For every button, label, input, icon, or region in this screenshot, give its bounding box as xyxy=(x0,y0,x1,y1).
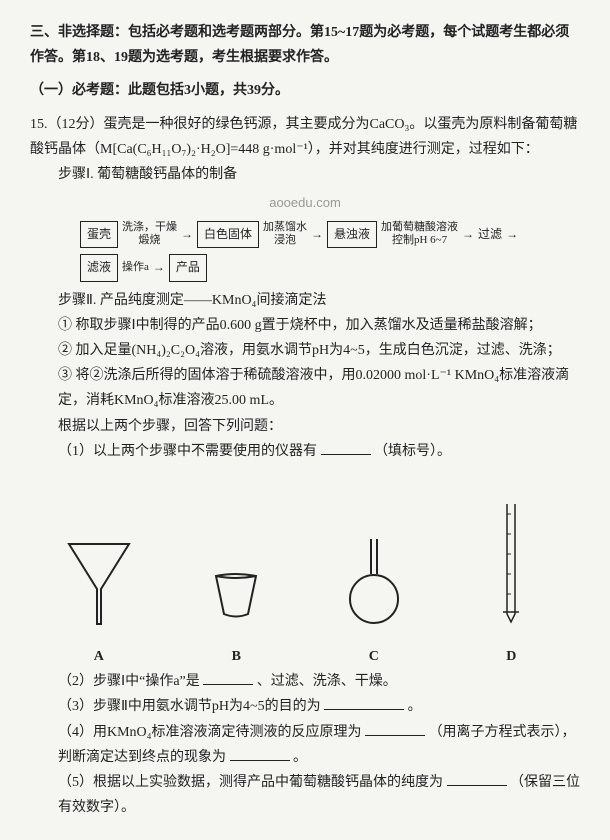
p2-text-b: 、过滤、洗涤、干燥。 xyxy=(257,674,397,689)
arrow-icon: → xyxy=(181,224,193,246)
arrow-icon: → xyxy=(311,224,323,246)
flow-note-3: 加葡萄糖酸溶液 控制pH 6~7 xyxy=(381,221,458,247)
flow-text-4: 过滤 xyxy=(478,224,502,246)
flow-note-2b: 浸泡 xyxy=(274,234,296,246)
flow-row-1: 蛋壳 洗涤，干燥 煅烧 → 白色固体 加蒸馏水 浸泡 → 悬浊液 加葡萄糖酸溶液… xyxy=(80,221,580,249)
flow-note-1a: 洗涤，干燥 xyxy=(122,221,177,233)
apparatus-funnel xyxy=(49,534,149,634)
step2-prompt: 根据以上两个步骤，回答下列问题： xyxy=(58,414,580,439)
crucible-icon xyxy=(196,564,276,634)
q15-part4: （4）用KMnO₄标准溶液滴定待测液的反应原理为 （用离子方程式表示），判断滴定… xyxy=(58,720,580,770)
q15-part3: （3）步骤Ⅱ中用氨水调节pH为4~5的目的为 。 xyxy=(58,694,580,719)
p2-text-a: （2）步骤Ⅰ中“操作a”是 xyxy=(58,674,200,689)
apparatus-row xyxy=(30,484,580,634)
label-d: D xyxy=(461,644,561,669)
label-c: C xyxy=(324,644,424,669)
label-b: B xyxy=(186,644,286,669)
p1-text-a: （1）以上两个步骤中不需要使用的仪器有 xyxy=(58,444,317,459)
flow-note-2: 加蒸馏水 浸泡 xyxy=(263,221,307,247)
p4-text-a: （4）用KMnO₄标准溶液滴定待测液的反应原理为 xyxy=(58,725,362,740)
arrow-icon: → xyxy=(153,257,165,279)
flow-box-5: 滤液 xyxy=(80,254,118,282)
flow-box-2: 白色固体 xyxy=(197,221,259,249)
flow-note-5: 操作a xyxy=(122,261,149,274)
step2-s2: ② 加入足量(NH₄)₂C₂O₄溶液，用氨水调节pH为4~5，生成白色沉淀，过滤… xyxy=(58,338,580,363)
step2-s3: ③ 将②洗涤后所得的固体溶于稀硫酸溶液中，用0.02000 mol·L⁻¹ KM… xyxy=(58,363,580,413)
apparatus-crucible xyxy=(186,564,286,634)
flow-note-1b: 煅烧 xyxy=(139,234,161,246)
section-header-2: （一）必考题：此题包括3小题，共39分。 xyxy=(30,78,580,103)
flow-note-3b: 控制pH 6~7 xyxy=(392,234,447,246)
apparatus-labels: A B C D xyxy=(30,644,580,669)
burette-icon xyxy=(501,504,521,634)
apparatus-burette xyxy=(461,504,561,634)
p4-blank-1[interactable] xyxy=(365,721,425,736)
p1-blank[interactable] xyxy=(321,440,371,455)
p3-text-b: 。 xyxy=(408,699,422,714)
q15-part1: （1）以上两个步骤中不需要使用的仪器有 （填标号）。 xyxy=(58,439,580,464)
watermark: aooedu.com xyxy=(30,191,580,214)
q15-stem: 15.（12分）蛋壳是一种很好的绿色钙源，其主要成分为CaCO₃。以蛋壳为原料制… xyxy=(30,112,580,162)
arrow-icon: → xyxy=(506,224,518,246)
step2-s1: ① 称取步骤Ⅰ中制得的产品0.600 g置于烧杯中，加入蒸馏水及适量稀盐酸溶解； xyxy=(58,313,580,338)
flow-box-6: 产品 xyxy=(169,254,207,282)
flask-icon xyxy=(334,534,414,634)
p3-blank[interactable] xyxy=(324,695,404,710)
flow-row-2: 滤液 操作a → 产品 xyxy=(80,254,580,282)
label-a: A xyxy=(49,644,149,669)
flow-note-1: 洗涤，干燥 煅烧 xyxy=(122,221,177,247)
flow-box-3: 悬浊液 xyxy=(327,221,377,249)
apparatus-flask xyxy=(324,534,424,634)
p4-blank-2[interactable] xyxy=(230,746,290,761)
q15-part2: （2）步骤Ⅰ中“操作a”是 、过滤、洗涤、干燥。 xyxy=(58,669,580,694)
p4-text-c: 。 xyxy=(293,750,307,765)
step2-title: 步骤Ⅱ. 产品纯度测定——KMnO₄间接滴定法 xyxy=(58,288,580,313)
section-header-1: 三、非选择题：包括必考题和选考题两部分。第15~17题为必考题，每个试题考生都必… xyxy=(30,20,580,70)
funnel-icon xyxy=(59,534,139,634)
flow-note-3a: 加葡萄糖酸溶液 xyxy=(381,221,458,233)
p1-text-b: （填标号）。 xyxy=(374,444,451,459)
flow-note-2a: 加蒸馏水 xyxy=(263,221,307,233)
p5-text-a: （5）根据以上实验数据，测得产品中葡萄糖酸钙晶体的纯度为 xyxy=(58,775,443,790)
q15-part5: （5）根据以上实验数据，测得产品中葡萄糖酸钙晶体的纯度为 （保留三位有效数字）。 xyxy=(58,770,580,820)
flow-box-1: 蛋壳 xyxy=(80,221,118,249)
arrow-icon: → xyxy=(462,224,474,246)
p2-blank[interactable] xyxy=(203,670,253,685)
p3-text-a: （3）步骤Ⅱ中用氨水调节pH为4~5的目的为 xyxy=(58,699,321,714)
step1-title: 步骤Ⅰ. 葡萄糖酸钙晶体的制备 xyxy=(58,162,580,187)
